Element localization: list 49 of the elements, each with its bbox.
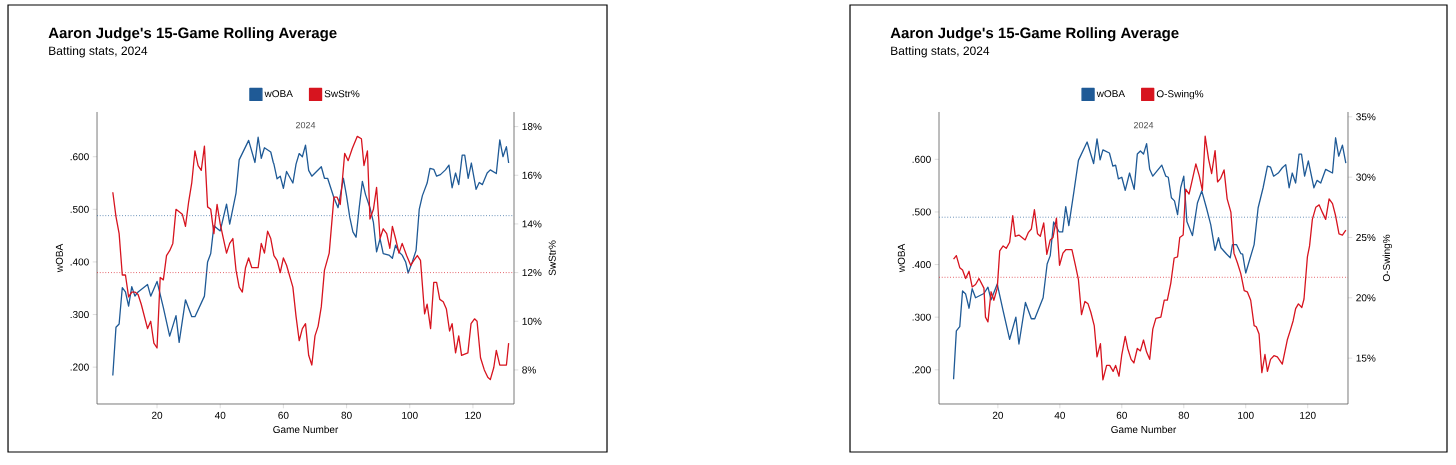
legend-label: SwStr% — [324, 90, 360, 98]
chart-title: Aaron Judge's 15-Game Rolling Average — [890, 27, 1179, 42]
y-axis-title: wOBA — [55, 243, 63, 273]
y-axis-title: wOBA — [897, 243, 905, 273]
x-tick-label: 60 — [1116, 411, 1127, 419]
annotation: 2024 — [295, 121, 316, 129]
y2-axis-title: SwStr% — [548, 240, 556, 276]
x-tick-label: 120 — [465, 411, 481, 419]
x-tick-label: 60 — [278, 411, 289, 419]
y2-tick-label: 20% — [1356, 294, 1376, 302]
y-tick-label: .600 — [912, 155, 931, 163]
y2-tick-label: 14% — [522, 220, 542, 228]
y2-tick-label: 10% — [522, 317, 542, 325]
x-axis-title: Game Number — [273, 425, 339, 434]
chart-title: Aaron Judge's 15-Game Rolling Average — [48, 27, 337, 42]
y-tick-label: .600 — [70, 153, 89, 161]
y-tick-label: .500 — [70, 205, 89, 213]
y-tick-label: .300 — [912, 313, 931, 321]
y-tick-label: .300 — [70, 311, 89, 319]
y-tick-label: .400 — [912, 261, 931, 269]
legend-label: O-Swing% — [1156, 90, 1204, 100]
y-tick-label: .500 — [912, 208, 931, 216]
y2-tick-label: 8% — [522, 366, 536, 374]
chart-subtitle: Batting stats, 2024 — [891, 46, 990, 58]
x-tick-label: 20 — [992, 411, 1004, 419]
annotation: 2024 — [1133, 121, 1154, 129]
legend-label: wOBA — [1096, 90, 1126, 98]
x-tick-label: 100 — [402, 411, 418, 419]
y2-axis-title: O-Swing% — [1382, 234, 1392, 282]
x-axis-title: Game Number — [1111, 425, 1177, 434]
y-tick-label: .400 — [70, 258, 89, 266]
y-tick-label: .200 — [912, 366, 931, 374]
x-tick-label: 40 — [1054, 411, 1066, 419]
chart-subtitle: Batting stats, 2024 — [49, 46, 148, 58]
y2-tick-label: 16% — [522, 171, 542, 179]
y2-tick-label: 25% — [1356, 233, 1376, 242]
x-tick-label: 80 — [1178, 411, 1189, 419]
y2-tick-label: 12% — [522, 269, 542, 277]
x-tick-label: 120 — [1300, 411, 1316, 419]
x-tick-label: 80 — [341, 411, 352, 419]
y2-tick-label: 15% — [1356, 354, 1376, 362]
x-tick-label: 20 — [151, 411, 163, 419]
y-tick-label: .200 — [70, 363, 89, 371]
x-tick-label: 100 — [1238, 411, 1254, 419]
y2-tick-label: 18% — [522, 123, 542, 131]
y2-tick-label: 30% — [1356, 173, 1376, 181]
legend-label: wOBA — [264, 90, 293, 98]
x-tick-label: 40 — [214, 411, 226, 419]
y2-tick-label: 35% — [1356, 113, 1376, 121]
